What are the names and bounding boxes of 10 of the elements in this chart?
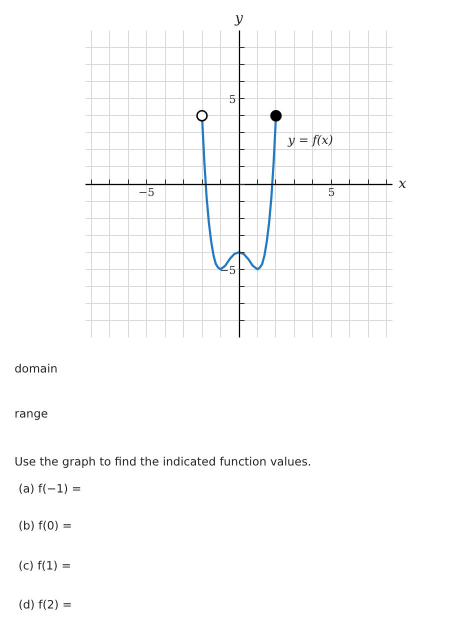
text: Use the graph to find the indicated function values. <box>14 454 312 468</box>
text: range <box>14 406 48 420</box>
text: (b) f(0) = <box>18 518 72 532</box>
text: (a) f(−1) = <box>18 482 82 496</box>
y-axis-title: y <box>234 10 244 26</box>
series-label: y = f(x) <box>286 132 334 147</box>
text: (c) f(1) = <box>18 558 72 572</box>
text: domain <box>14 362 58 376</box>
x-axis-title: x <box>398 176 406 192</box>
text: (d) f(2) = <box>18 598 72 612</box>
